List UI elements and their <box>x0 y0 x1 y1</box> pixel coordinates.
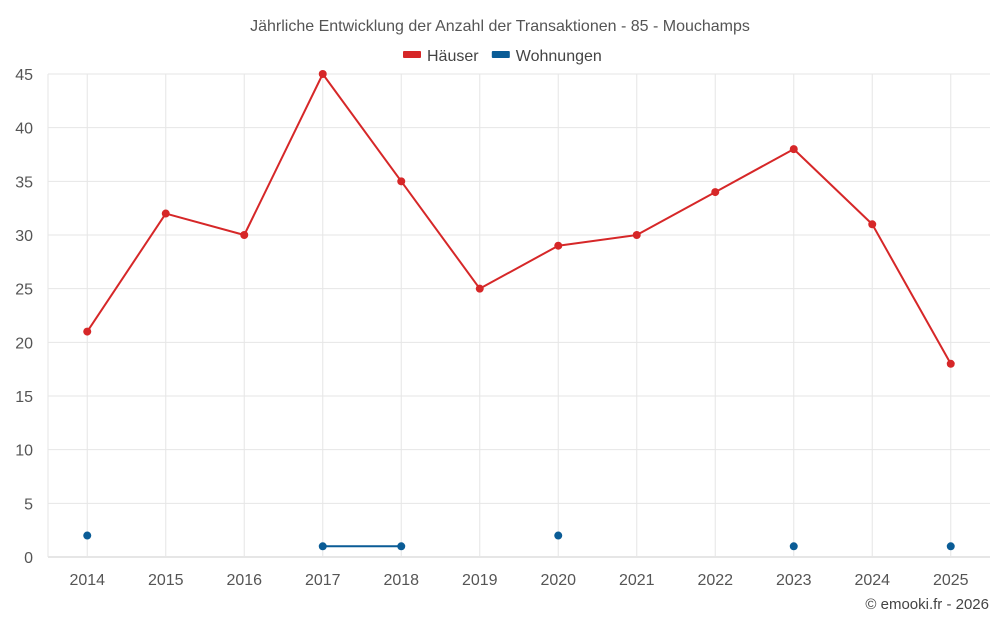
y-tick-label: 0 <box>24 550 33 567</box>
x-tick-label: 2020 <box>540 572 576 589</box>
data-point[interactable] <box>397 177 406 186</box>
data-point[interactable] <box>554 531 563 540</box>
data-point[interactable] <box>789 542 798 551</box>
x-tick-label: 2019 <box>462 572 498 589</box>
data-point[interactable] <box>711 188 720 197</box>
series-line-segment <box>243 73 324 236</box>
data-point[interactable] <box>632 231 641 239</box>
credit-text: © emooki.fr - 2026 <box>865 596 989 613</box>
x-tick-label: 2014 <box>69 572 105 589</box>
data-point[interactable] <box>83 531 92 540</box>
y-tick-label: 10 <box>15 443 33 460</box>
series-line-segment <box>714 148 795 193</box>
x-tick-label: 2025 <box>933 572 969 589</box>
series-line-segment <box>86 212 167 333</box>
x-tick-label: 2024 <box>854 572 890 589</box>
x-tick-label: 2015 <box>148 572 184 589</box>
y-tick-label: 40 <box>15 121 33 138</box>
x-axis-ticks: 2014 2015 2016 2017 2018 2019 2020 2021 2022 2023… <box>69 572 968 589</box>
data-point[interactable] <box>240 231 249 239</box>
series-layer <box>83 70 955 551</box>
y-tick-label: 25 <box>15 282 33 299</box>
x-tick-label: 2016 <box>226 572 262 589</box>
series-line-segment <box>400 180 481 290</box>
data-point[interactable] <box>946 542 955 551</box>
data-point[interactable] <box>946 359 955 368</box>
legend-swatch <box>403 51 421 58</box>
legend-label[interactable]: Häuser <box>427 48 479 65</box>
x-tick-label: 2023 <box>776 572 812 589</box>
grid-lines <box>47 73 990 558</box>
x-tick-label: 2017 <box>305 572 341 589</box>
data-point[interactable] <box>475 284 484 293</box>
series-line-segment <box>321 73 403 182</box>
series-line-segment <box>793 148 873 225</box>
series-line-segment <box>479 244 559 290</box>
legend: Häuser Wohnungen <box>403 48 602 65</box>
series-0 <box>83 70 955 368</box>
data-point[interactable] <box>318 70 327 78</box>
chart-title: Jährliche Entwicklung der Anzahl der Tra… <box>250 18 750 35</box>
data-point[interactable] <box>397 542 406 551</box>
y-tick-label: 30 <box>15 228 33 245</box>
series-line-segment <box>165 212 245 236</box>
y-tick-label: 20 <box>15 335 33 352</box>
data-point[interactable] <box>161 209 170 218</box>
y-axis-ticks: 0 5 10 15 20 25 30 35 40 45 <box>15 67 33 567</box>
series-1 <box>83 531 955 551</box>
y-tick-label: 5 <box>24 496 33 513</box>
legend-swatch <box>491 51 510 58</box>
data-point[interactable] <box>789 145 798 154</box>
data-point[interactable] <box>83 327 92 336</box>
data-point[interactable] <box>868 220 877 229</box>
y-tick-label: 15 <box>15 389 33 406</box>
series-line-segment <box>558 234 637 247</box>
data-point[interactable] <box>554 241 563 250</box>
x-tick-label: 2022 <box>697 572 733 589</box>
data-point[interactable] <box>318 542 327 551</box>
series-line-segment <box>636 191 716 236</box>
x-tick-label: 2018 <box>383 572 419 589</box>
x-tick-label: 2021 <box>619 572 655 589</box>
y-tick-label: 45 <box>15 67 33 84</box>
y-tick-label: 35 <box>15 174 33 191</box>
legend-label[interactable]: Wohnungen <box>516 48 602 65</box>
series-line-segment <box>871 223 952 365</box>
